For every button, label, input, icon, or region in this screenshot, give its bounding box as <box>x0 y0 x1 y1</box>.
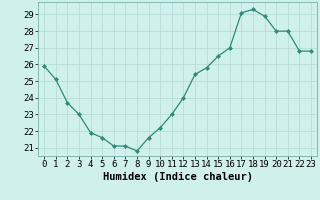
X-axis label: Humidex (Indice chaleur): Humidex (Indice chaleur) <box>103 172 252 182</box>
